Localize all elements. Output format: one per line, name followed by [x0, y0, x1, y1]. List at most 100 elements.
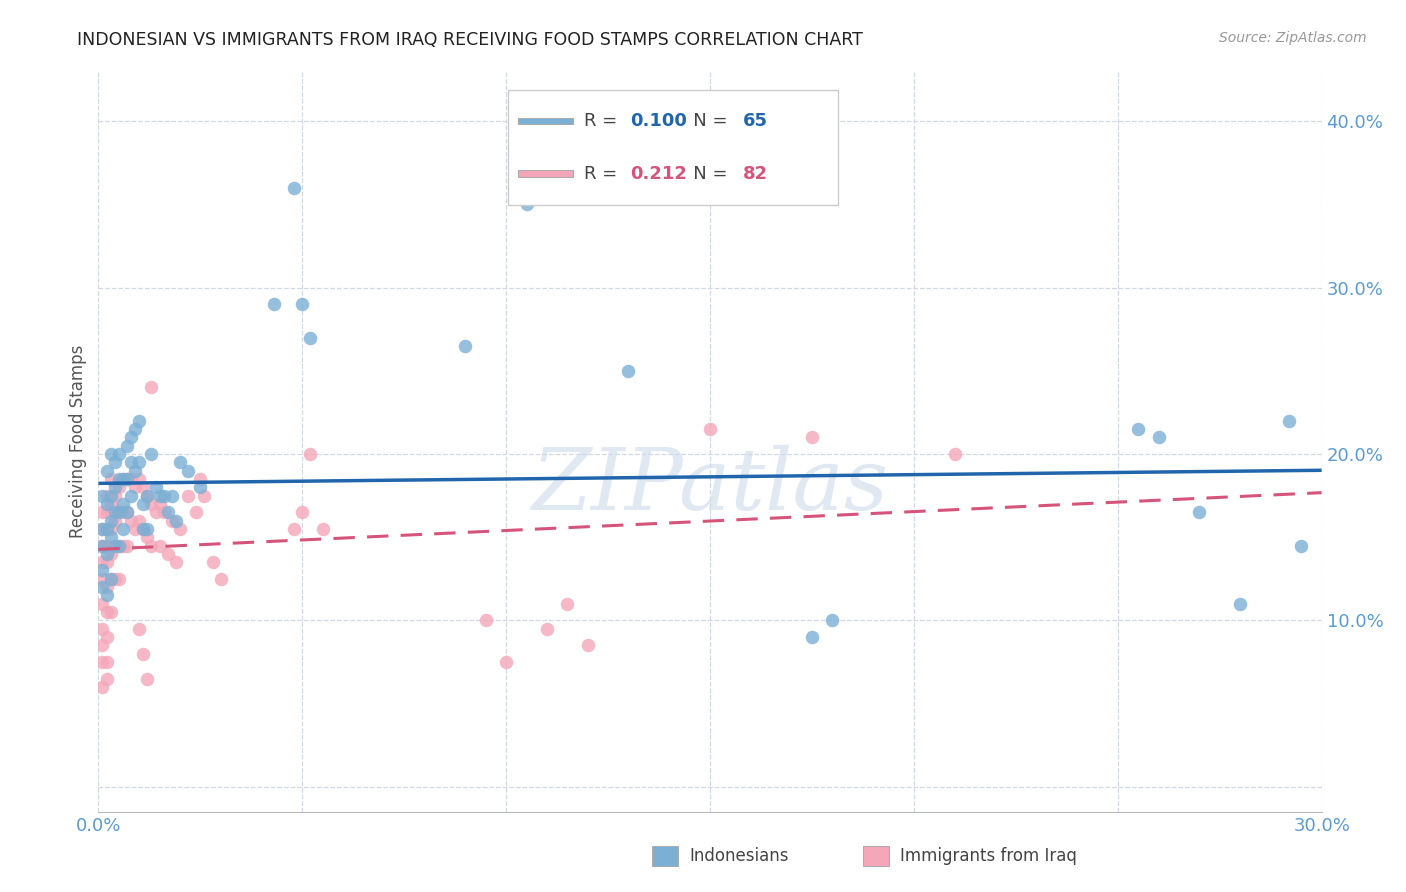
Point [536, 622, 558, 636]
Point [128, 414, 150, 428]
Point [111, 472, 134, 486]
Point [104, 539, 127, 553]
Y-axis label: Receiving Food Stamps: Receiving Food Stamps [69, 345, 87, 538]
Point [120, 455, 142, 469]
Point [943, 447, 966, 461]
Point [145, 480, 167, 494]
Point [1188, 505, 1211, 519]
Point [96, 605, 118, 619]
Point [312, 522, 335, 536]
Point [96, 464, 118, 478]
Point [169, 522, 191, 536]
Point [108, 572, 131, 586]
Point [149, 497, 172, 511]
Text: 0.100: 0.100 [630, 112, 688, 130]
Point [100, 572, 122, 586]
Point [120, 430, 142, 444]
Point [128, 514, 150, 528]
Point [209, 572, 232, 586]
Point [100, 472, 122, 486]
Point [104, 489, 127, 503]
Point [91, 522, 114, 536]
Text: N =: N = [676, 165, 733, 183]
Point [128, 622, 150, 636]
Point [136, 489, 159, 503]
Point [91, 580, 114, 594]
Point [132, 497, 155, 511]
Point [124, 422, 146, 436]
Point [100, 514, 122, 528]
Point [136, 522, 159, 536]
Point [104, 455, 127, 469]
Text: 0.212: 0.212 [630, 165, 688, 183]
Point [111, 522, 134, 536]
Point [454, 339, 477, 353]
Point [283, 181, 305, 195]
Point [132, 522, 155, 536]
Point [617, 364, 640, 378]
Point [96, 522, 118, 536]
Point [821, 614, 844, 628]
Point [120, 472, 142, 486]
Point [91, 680, 114, 694]
Point [111, 472, 134, 486]
Point [100, 547, 122, 561]
Point [115, 539, 138, 553]
Point [124, 522, 146, 536]
Point [108, 447, 131, 461]
Point [1291, 539, 1313, 553]
Point [115, 472, 138, 486]
Point [177, 489, 200, 503]
Point [91, 572, 114, 586]
Point [96, 505, 118, 519]
Point [100, 572, 122, 586]
Point [299, 447, 322, 461]
Point [96, 589, 118, 603]
Point [128, 455, 150, 469]
Point [165, 514, 187, 528]
Point [495, 655, 517, 669]
Point [91, 564, 114, 578]
Point [132, 480, 155, 494]
Point [1229, 597, 1251, 611]
Point [100, 605, 122, 619]
Point [474, 614, 498, 628]
Point [188, 472, 212, 486]
Point [96, 539, 118, 553]
Point [96, 630, 118, 644]
Point [1147, 430, 1170, 444]
Point [149, 539, 172, 553]
Point [108, 505, 131, 519]
Point [91, 597, 114, 611]
Text: ZIPatlas: ZIPatlas [531, 444, 889, 527]
Point [263, 297, 285, 311]
Point [100, 497, 122, 511]
Text: Source: ZipAtlas.com: Source: ZipAtlas.com [1219, 31, 1367, 45]
Text: INDONESIAN VS IMMIGRANTS FROM IRAQ RECEIVING FOOD STAMPS CORRELATION CHART: INDONESIAN VS IMMIGRANTS FROM IRAQ RECEI… [77, 31, 863, 49]
Point [104, 539, 127, 553]
Point [96, 655, 118, 669]
Text: 82: 82 [742, 165, 768, 183]
Point [108, 480, 131, 494]
Point [136, 672, 159, 686]
Point [156, 505, 179, 519]
Point [100, 522, 122, 536]
Point [177, 464, 200, 478]
Point [91, 655, 114, 669]
Point [152, 505, 174, 519]
Point [91, 505, 114, 519]
Text: R =: R = [583, 165, 623, 183]
Point [91, 555, 114, 569]
Point [104, 572, 127, 586]
Point [186, 505, 208, 519]
Point [156, 547, 179, 561]
Point [132, 647, 155, 661]
Point [165, 555, 187, 569]
Point [91, 638, 114, 652]
Point [1128, 422, 1150, 436]
Point [108, 505, 131, 519]
Point [96, 497, 118, 511]
Point [96, 522, 118, 536]
Point [104, 514, 127, 528]
Point [160, 514, 183, 528]
